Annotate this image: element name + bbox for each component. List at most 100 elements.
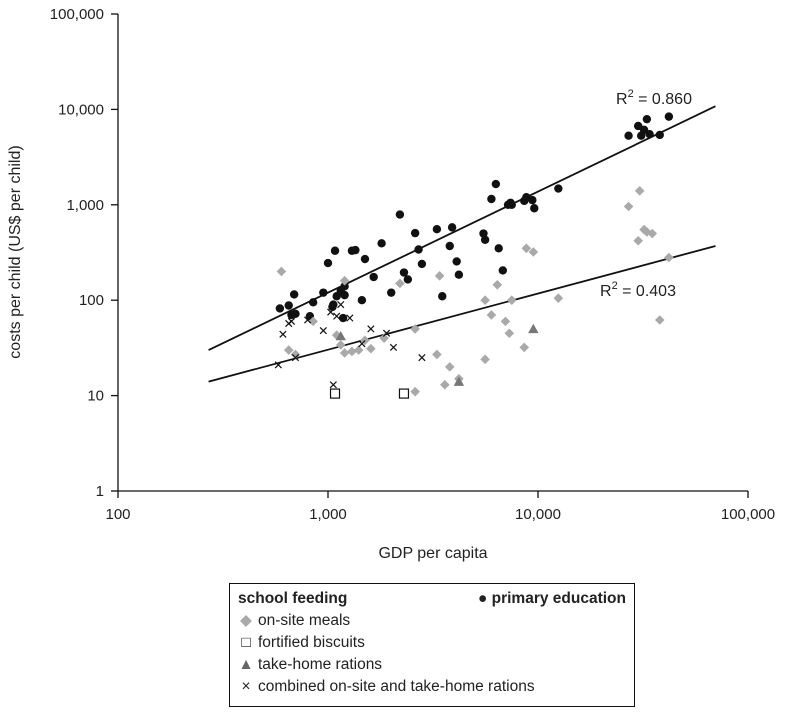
x-tick-label: 100,000 bbox=[721, 506, 775, 523]
y-tick-label: 10 bbox=[87, 388, 104, 405]
point-primary-education bbox=[410, 228, 420, 238]
point-primary-education bbox=[494, 244, 503, 253]
point-on-site-meals bbox=[480, 354, 490, 365]
point-primary-education bbox=[330, 246, 340, 255]
y-axis-title: costs per child (US$ per child) bbox=[7, 145, 24, 358]
point-on-site-meals bbox=[347, 346, 357, 357]
data-points bbox=[274, 112, 674, 399]
point-primary-education bbox=[417, 259, 427, 269]
point-primary-education bbox=[291, 309, 300, 319]
point-on-site-meals bbox=[339, 348, 350, 358]
legend-item-combined-rations: × combined on-site and take-home rations bbox=[238, 676, 626, 698]
legend-item-on-site-meals: ◆ on-site meals bbox=[238, 610, 626, 632]
point-on-site-meals bbox=[360, 335, 370, 346]
point-on-site-meals bbox=[519, 342, 530, 353]
point-on-site-meals bbox=[500, 316, 511, 327]
r2-label-school-feeding: R2 = 0.403 bbox=[600, 280, 676, 300]
point-combined-on-site-and-take-home-rations bbox=[358, 340, 366, 348]
point-primary-education bbox=[340, 282, 349, 291]
point-primary-education bbox=[323, 258, 333, 268]
point-on-site-meals bbox=[492, 280, 503, 290]
point-primary-education bbox=[289, 290, 299, 299]
filled-circle-icon: ● bbox=[477, 590, 488, 607]
point-on-site-meals bbox=[654, 315, 665, 325]
legend-heading-school-feeding: school feeding bbox=[238, 590, 348, 607]
point-on-site-meals bbox=[634, 186, 645, 196]
r-squared-labels: R2 = 0.860 R2 = 0.403 bbox=[600, 88, 692, 300]
point-primary-education bbox=[403, 275, 413, 284]
point-primary-education bbox=[528, 195, 537, 205]
point-primary-education bbox=[377, 239, 386, 248]
point-on-site-meals bbox=[440, 379, 450, 390]
point-on-site-meals bbox=[410, 386, 420, 397]
legend-label-on-site-meals: on-site meals bbox=[258, 612, 351, 629]
trendline-primary-education bbox=[208, 105, 716, 351]
point-on-site-meals bbox=[434, 271, 445, 281]
point-combined-on-site-and-take-home-rations bbox=[382, 329, 391, 337]
point-on-site-meals bbox=[521, 243, 532, 254]
point-primary-education bbox=[454, 270, 464, 279]
legend-label-combined-rations: combined on-site and take-home rations bbox=[258, 678, 535, 695]
point-on-site-meals bbox=[339, 275, 350, 286]
point-combined-on-site-and-take-home-rations bbox=[418, 354, 426, 362]
point-primary-education bbox=[447, 223, 457, 232]
y-tick-label: 1 bbox=[96, 483, 104, 500]
point-on-site-meals bbox=[395, 278, 405, 289]
diamond-icon: ◆ bbox=[240, 612, 252, 629]
point-primary-education bbox=[369, 272, 378, 282]
point-on-site-meals bbox=[486, 310, 497, 320]
x-tick-label: 10,000 bbox=[515, 506, 561, 523]
y-tick-label: 100 bbox=[79, 292, 104, 309]
point-primary-education bbox=[432, 224, 442, 234]
tick-labels: 1 10 100 1,000 10,000 100,000 100 1,000 10,000 10… bbox=[50, 6, 775, 523]
legend-header: school feeding ● primary education bbox=[238, 588, 626, 610]
legend-item-fortified-biscuits: □ fortified biscuits bbox=[238, 632, 626, 654]
legend-item-take-home-rations: ▲ take-home rations bbox=[238, 654, 626, 676]
x-tick-label: 100 bbox=[105, 506, 130, 523]
point-primary-education bbox=[645, 129, 654, 139]
triangle-icon: ▲ bbox=[238, 656, 254, 673]
point-on-site-meals bbox=[353, 345, 364, 355]
point-primary-education bbox=[329, 300, 338, 309]
point-primary-education bbox=[491, 179, 501, 189]
point-primary-education bbox=[340, 290, 349, 300]
point-combined-on-site-and-take-home-rations bbox=[346, 314, 354, 322]
axes bbox=[117, 14, 748, 492]
x-mark-icon: × bbox=[241, 678, 251, 695]
point-on-site-meals bbox=[366, 343, 376, 354]
open-square-icon: □ bbox=[241, 634, 251, 651]
point-primary-education bbox=[387, 288, 396, 297]
point-on-site-meals bbox=[664, 252, 674, 263]
point-fortified-biscuits bbox=[329, 388, 341, 399]
point-on-site-meals bbox=[432, 349, 442, 360]
point-primary-education bbox=[642, 114, 652, 124]
point-primary-education bbox=[399, 268, 409, 277]
point-on-site-meals bbox=[444, 362, 455, 372]
point-primary-education bbox=[554, 184, 563, 193]
point-primary-education bbox=[480, 235, 490, 244]
point-primary-education bbox=[624, 131, 633, 140]
y-tick-label: 100,000 bbox=[50, 6, 104, 23]
point-primary-education bbox=[284, 301, 293, 310]
point-combined-on-site-and-take-home-rations bbox=[389, 343, 398, 352]
point-primary-education bbox=[507, 200, 516, 209]
point-on-site-meals bbox=[283, 345, 294, 355]
point-primary-education bbox=[438, 292, 447, 301]
point-primary-education bbox=[360, 254, 370, 264]
point-combined-on-site-and-take-home-rations bbox=[274, 361, 282, 369]
scatter-chart: 1 10 100 1,000 10,000 100,000 100 1,000 10,000 10… bbox=[7, 6, 775, 562]
point-combined-on-site-and-take-home-rations bbox=[319, 326, 327, 335]
point-combined-on-site-and-take-home-rations bbox=[287, 317, 296, 325]
point-fortified-biscuits bbox=[398, 388, 410, 399]
point-primary-education bbox=[351, 245, 360, 255]
point-combined-on-site-and-take-home-rations bbox=[337, 300, 345, 309]
point-primary-education bbox=[487, 194, 496, 204]
point-primary-education bbox=[395, 210, 405, 219]
x-axis-title: GDP per capita bbox=[378, 545, 487, 562]
point-combined-on-site-and-take-home-rations bbox=[304, 316, 312, 324]
point-combined-on-site-and-take-home-rations bbox=[279, 330, 287, 338]
point-take-home-rations bbox=[453, 376, 465, 386]
point-on-site-meals bbox=[308, 316, 318, 327]
point-primary-education bbox=[414, 245, 423, 254]
point-combined-on-site-and-take-home-rations bbox=[367, 325, 375, 333]
